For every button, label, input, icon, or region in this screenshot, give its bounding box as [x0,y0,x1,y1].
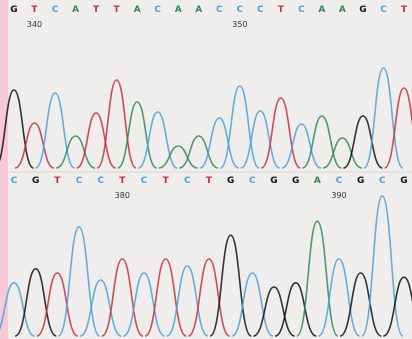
peak-G [209,234,253,337]
peak-G [0,89,34,169]
base-call-G: G [400,176,407,186]
base-call-G: G [270,176,277,186]
base-call-T: T [31,5,38,15]
position-label: 380 [115,191,130,200]
base-call-A: A [195,5,202,15]
peak-A [117,101,158,169]
peak-T [260,97,301,169]
base-call-C: C [154,5,161,15]
peak-A [302,115,342,169]
peak-T [101,258,144,337]
base-call-T: T [401,5,408,15]
peak-C [166,265,209,337]
peak-T [144,258,187,337]
base-call-C: C [298,5,305,15]
peak-C [363,67,404,169]
base-call-A: A [314,176,321,186]
image-background [8,0,412,339]
peak-C [79,279,122,337]
peak-A [178,135,219,169]
base-call-C: C [141,176,148,186]
peak-C [57,226,101,337]
peak-C [199,117,240,169]
peak-C [317,258,361,337]
peak-T [14,122,55,169]
peak-G [383,276,412,337]
base-call-C: C [76,176,83,186]
position-label: 390 [331,191,346,200]
base-call-T: T [54,176,61,186]
base-call-T: T [163,176,170,186]
base-call-A: A [339,5,346,15]
base-call-G: G [357,176,364,186]
base-call-A: A [72,5,79,15]
base-call-C: C [257,5,264,15]
base-call-C: C [236,5,243,15]
peak-A [322,137,363,169]
base-call-C: C [11,176,18,186]
peak-T [76,112,116,169]
base-call-C: C [379,176,386,186]
peak-T [187,258,231,337]
base-call-A: A [134,5,141,15]
base-call-T: T [206,176,213,186]
base-call-T: T [114,5,121,15]
peak-T [96,79,137,169]
peak-C [231,272,274,337]
base-call-T: T [278,5,285,15]
base-call-G: G [32,176,39,186]
base-call-C: C [216,5,223,15]
position-label: 350 [232,20,247,29]
peak-G [274,282,317,337]
base-call-G: G [10,5,17,15]
base-call-A: A [318,5,325,15]
base-call-G: G [292,176,299,186]
peak-A [158,145,198,169]
base-call-C: C [336,176,343,186]
position-label: 340 [27,20,42,29]
base-call-C: C [97,176,104,186]
base-call-T: T [93,5,100,15]
base-call-G: G [227,176,234,186]
base-call-A: A [175,5,182,15]
peak-C [219,85,260,169]
peak-A [296,220,339,337]
base-call-C: C [249,176,256,186]
base-call-C: C [380,5,387,15]
peak-T [383,87,412,169]
peak-G [343,115,383,169]
base-call-G: G [359,5,366,15]
peak-G [339,272,382,337]
base-call-C: C [52,5,59,15]
base-call-T: T [119,176,126,186]
peak-T [36,272,79,337]
peak-C [123,272,165,337]
peak-C [0,282,35,337]
peak-G [253,286,295,337]
peak-G [14,268,57,337]
peak-C [240,110,281,169]
peak-A [55,135,96,169]
base-call-C: C [184,176,191,186]
peak-C [281,123,322,169]
